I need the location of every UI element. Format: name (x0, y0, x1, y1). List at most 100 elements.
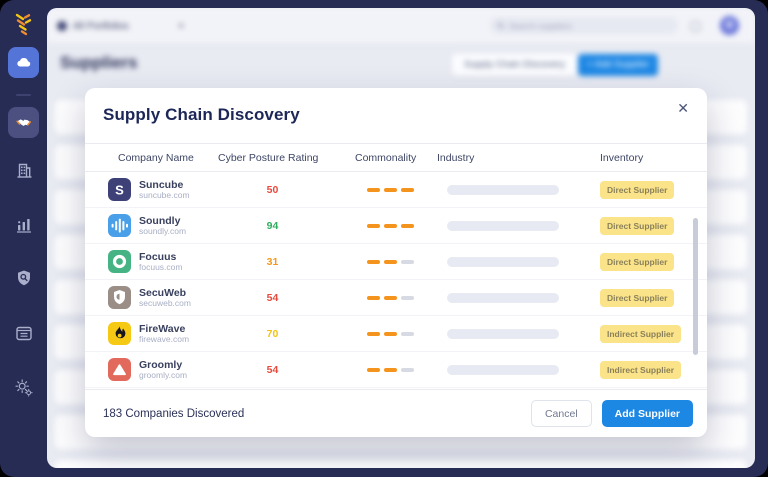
cyber-posture-rating-value: 54 (266, 363, 279, 376)
commonality-dash (367, 223, 380, 228)
company-domain: firewave.com (139, 333, 190, 344)
supplier-table-body: S Suncube suncube.com 50 Direct Supplier… (85, 172, 707, 388)
industry-placeholder (447, 292, 559, 303)
table-row[interactable]: Groomly groomly.com 54 Indirect Supplier (85, 352, 707, 388)
waveform-icon (108, 214, 131, 237)
company-name: SecuWeb (139, 286, 187, 299)
commonality-dash (367, 187, 380, 192)
industry-placeholder (447, 328, 559, 339)
inventory-badge: Direct Supplier (600, 181, 675, 199)
sidebar-item-security-search[interactable] (14, 268, 34, 288)
table-row[interactable]: FireWave firewave.com 70 Indirect Suppli… (85, 316, 707, 352)
table-row[interactable]: SecuWeb secuweb.com 54 Direct Supplier (85, 280, 707, 316)
gear-icon (15, 379, 33, 397)
shield-search-icon (18, 270, 30, 286)
user-avatar[interactable] (720, 16, 739, 35)
companies-discovered-count: 183 Companies Discovered (103, 407, 245, 420)
commonality-dash (367, 331, 380, 336)
commonality-dash (401, 259, 414, 264)
company-cell: FireWave firewave.com (100, 322, 218, 345)
sidebar-item-analytics[interactable] (14, 214, 34, 234)
column-inventory: Inventory (600, 151, 644, 164)
portfolio-icon (57, 21, 67, 31)
add-supplier-button[interactable]: Add Supplier (601, 400, 693, 427)
search-bar[interactable] (490, 17, 678, 34)
commonality-dash (384, 331, 397, 336)
building-icon (17, 163, 32, 178)
page-title: Suppliers (60, 53, 138, 72)
company-cell: SecuWeb secuweb.com (100, 286, 218, 309)
sidebar-item-companies[interactable] (14, 160, 34, 180)
search-input[interactable] (509, 20, 671, 31)
sidebar-item-settings[interactable] (14, 378, 34, 398)
industry-placeholder (447, 256, 559, 267)
commonality-dash (384, 259, 397, 264)
supply-chain-discovery-modal: Supply Chain Discovery ✕ Company Name Cy… (85, 88, 707, 437)
industry-placeholder (447, 364, 559, 375)
cyber-posture-rating-value: 31 (266, 255, 279, 268)
inventory-badge: Direct Supplier (600, 217, 675, 235)
cyber-posture-rating-value: 94 (266, 219, 279, 232)
column-commonality: Commonality (355, 151, 417, 164)
portfolio-selector[interactable]: All Portfolios ▼ (57, 17, 186, 35)
bar-chart-icon (17, 219, 31, 233)
close-icon[interactable]: ✕ (677, 100, 689, 116)
table-header: Company Name Cyber Posture Rating Common… (85, 143, 707, 172)
notification-icon[interactable] (690, 21, 701, 32)
table-row[interactable]: Soundly soundly.com 94 Direct Supplier (85, 208, 707, 244)
cyber-posture-rating-value: 50 (266, 183, 279, 196)
topbar: All Portfolios ▼ (47, 8, 755, 44)
company-cell: Groomly groomly.com (100, 358, 218, 381)
sidebar-item-reports[interactable] (14, 323, 34, 343)
ring-icon (108, 250, 131, 273)
handshake-icon (16, 119, 32, 126)
commonality-meter (355, 223, 437, 228)
company-domain: focuus.com (139, 261, 183, 272)
app-logo[interactable] (11, 11, 35, 37)
letter-s-icon: S (108, 178, 131, 201)
company-cell: Focuus focuus.com (100, 250, 218, 273)
modal-footer: 183 Companies Discovered Cancel Add Supp… (85, 389, 707, 437)
commonality-meter (355, 331, 437, 336)
portfolio-label: All Portfolios (73, 20, 129, 32)
company-domain: secuweb.com (139, 297, 191, 308)
commonality-dash (401, 295, 414, 300)
company-domain: groomly.com (139, 369, 188, 380)
company-name: Soundly (139, 214, 181, 227)
modal-header: Supply Chain Discovery ✕ (85, 88, 707, 143)
cloud-icon (17, 58, 31, 67)
sidebar-item-cloud[interactable] (8, 47, 39, 78)
commonality-dash (367, 259, 380, 264)
cyber-posture-rating-value: 54 (266, 291, 279, 304)
chevron-down-icon: ▼ (176, 21, 186, 31)
company-name: FireWave (139, 322, 186, 335)
main-content: All Portfolios ▼ Suppliers Supply Chain … (47, 8, 755, 468)
commonality-dash (384, 187, 397, 192)
add-supplier-button-page[interactable]: + Add Supplier (578, 54, 659, 76)
company-domain: suncube.com (139, 189, 190, 200)
supply-chain-discovery-button[interactable]: Supply Chain Discovery (452, 54, 577, 76)
commonality-dash (401, 367, 414, 372)
sidebar-item-partners[interactable] (8, 107, 39, 138)
industry-placeholder (447, 184, 559, 195)
table-row[interactable]: S Suncube suncube.com 50 Direct Supplier (85, 172, 707, 208)
inventory-badge: Indirect Supplier (600, 325, 682, 343)
logo-icon (15, 13, 32, 36)
inventory-badge: Direct Supplier (600, 253, 675, 271)
commonality-meter (355, 259, 437, 264)
shield-icon (108, 286, 131, 309)
modal-scrollbar[interactable] (693, 218, 698, 355)
background-row-skeleton (55, 460, 747, 468)
sidebar-divider (16, 94, 31, 96)
commonality-dash (384, 223, 397, 228)
column-company-name: Company Name (118, 151, 194, 164)
cyber-posture-rating-value: 70 (266, 327, 279, 340)
cancel-button[interactable]: Cancel (530, 400, 592, 427)
flame-icon (108, 322, 131, 345)
commonality-meter (355, 367, 437, 372)
company-domain: soundly.com (139, 225, 187, 236)
inventory-badge: Indirect Supplier (600, 361, 682, 379)
column-cyber-posture-rating: Cyber Posture Rating (218, 151, 319, 164)
commonality-dash (384, 367, 397, 372)
table-row[interactable]: Focuus focuus.com 31 Direct Supplier (85, 244, 707, 280)
